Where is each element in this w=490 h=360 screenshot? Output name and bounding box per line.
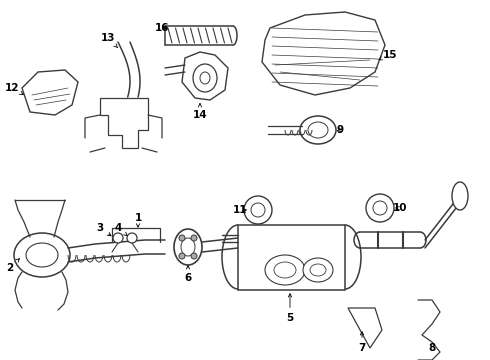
Text: 13: 13 — [101, 33, 118, 48]
Ellipse shape — [174, 229, 202, 265]
Text: 6: 6 — [184, 266, 192, 283]
Ellipse shape — [179, 235, 185, 241]
Polygon shape — [22, 70, 78, 115]
Polygon shape — [100, 98, 148, 148]
Text: 11: 11 — [233, 205, 247, 215]
Ellipse shape — [300, 116, 336, 144]
Text: 4: 4 — [114, 223, 127, 236]
Ellipse shape — [310, 264, 326, 276]
Text: 2: 2 — [6, 258, 19, 273]
Ellipse shape — [179, 253, 185, 259]
Polygon shape — [182, 52, 228, 100]
Ellipse shape — [26, 243, 58, 267]
Ellipse shape — [303, 258, 333, 282]
Ellipse shape — [14, 233, 70, 277]
Text: 5: 5 — [286, 294, 294, 323]
Ellipse shape — [265, 255, 305, 285]
Ellipse shape — [181, 238, 195, 256]
Ellipse shape — [193, 64, 217, 92]
Ellipse shape — [308, 122, 328, 138]
Text: 14: 14 — [193, 104, 207, 120]
Ellipse shape — [200, 72, 210, 84]
Ellipse shape — [191, 235, 197, 241]
Text: 7: 7 — [358, 332, 366, 353]
Ellipse shape — [274, 262, 296, 278]
Ellipse shape — [113, 233, 123, 243]
Text: 15: 15 — [379, 50, 397, 60]
Text: 8: 8 — [428, 343, 436, 353]
Polygon shape — [348, 308, 382, 348]
Ellipse shape — [373, 201, 387, 215]
Polygon shape — [262, 12, 385, 95]
Ellipse shape — [366, 194, 394, 222]
Text: 3: 3 — [97, 223, 111, 236]
Text: 10: 10 — [393, 203, 407, 213]
Ellipse shape — [452, 182, 468, 210]
Ellipse shape — [251, 203, 265, 217]
Text: 1: 1 — [134, 213, 142, 227]
Ellipse shape — [244, 196, 272, 224]
Ellipse shape — [191, 253, 197, 259]
Text: 16: 16 — [155, 23, 169, 33]
Ellipse shape — [127, 233, 137, 243]
Text: 12: 12 — [5, 83, 23, 95]
Polygon shape — [238, 225, 345, 290]
Text: 9: 9 — [337, 125, 343, 135]
